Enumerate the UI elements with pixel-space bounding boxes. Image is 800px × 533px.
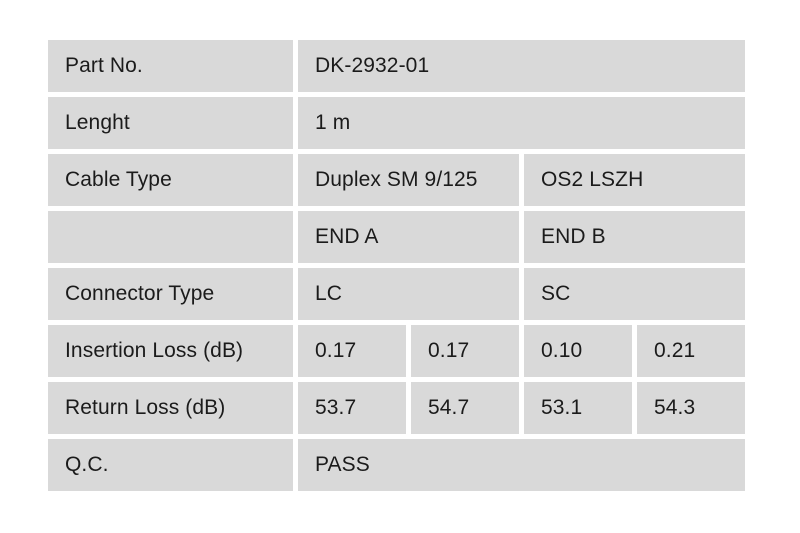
insertion-loss-end-a-2: 0.17 bbox=[411, 325, 519, 377]
connector-type-label: Connector Type bbox=[48, 268, 293, 320]
return-loss-end-b-1: 53.1 bbox=[524, 382, 632, 434]
return-loss-label: Return Loss (dB) bbox=[48, 382, 293, 434]
connector-type-end-b: SC bbox=[524, 268, 745, 320]
part-no-label: Part No. bbox=[48, 40, 293, 92]
cable-type-value-2: OS2 LSZH bbox=[524, 154, 745, 206]
insertion-loss-label: Insertion Loss (dB) bbox=[48, 325, 293, 377]
part-no-value: DK-2932-01 bbox=[298, 40, 745, 92]
length-value: 1 m bbox=[298, 97, 745, 149]
spec-table: Part No. DK-2932-01 Lenght 1 m Cable Typ… bbox=[43, 35, 750, 496]
row-return-loss: Return Loss (dB) 53.7 54.7 53.1 54.3 bbox=[48, 382, 745, 434]
row-connector-type: Connector Type LC SC bbox=[48, 268, 745, 320]
return-loss-end-a-1: 53.7 bbox=[298, 382, 406, 434]
row-cable-type: Cable Type Duplex SM 9/125 OS2 LSZH bbox=[48, 154, 745, 206]
row-end-headers: END A END B bbox=[48, 211, 745, 263]
qc-value: PASS bbox=[298, 439, 745, 491]
insertion-loss-end-a-1: 0.17 bbox=[298, 325, 406, 377]
row-qc: Q.C. PASS bbox=[48, 439, 745, 491]
insertion-loss-end-b-1: 0.10 bbox=[524, 325, 632, 377]
qc-label: Q.C. bbox=[48, 439, 293, 491]
row-part-no: Part No. DK-2932-01 bbox=[48, 40, 745, 92]
connector-type-end-a: LC bbox=[298, 268, 519, 320]
row-length: Lenght 1 m bbox=[48, 97, 745, 149]
return-loss-end-a-2: 54.7 bbox=[411, 382, 519, 434]
row-insertion-loss: Insertion Loss (dB) 0.17 0.17 0.10 0.21 bbox=[48, 325, 745, 377]
end-headers-empty-cell bbox=[48, 211, 293, 263]
insertion-loss-end-b-2: 0.21 bbox=[637, 325, 745, 377]
cable-type-value-1: Duplex SM 9/125 bbox=[298, 154, 519, 206]
cable-type-label: Cable Type bbox=[48, 154, 293, 206]
end-a-header: END A bbox=[298, 211, 519, 263]
length-label: Lenght bbox=[48, 97, 293, 149]
return-loss-end-b-2: 54.3 bbox=[637, 382, 745, 434]
end-b-header: END B bbox=[524, 211, 745, 263]
